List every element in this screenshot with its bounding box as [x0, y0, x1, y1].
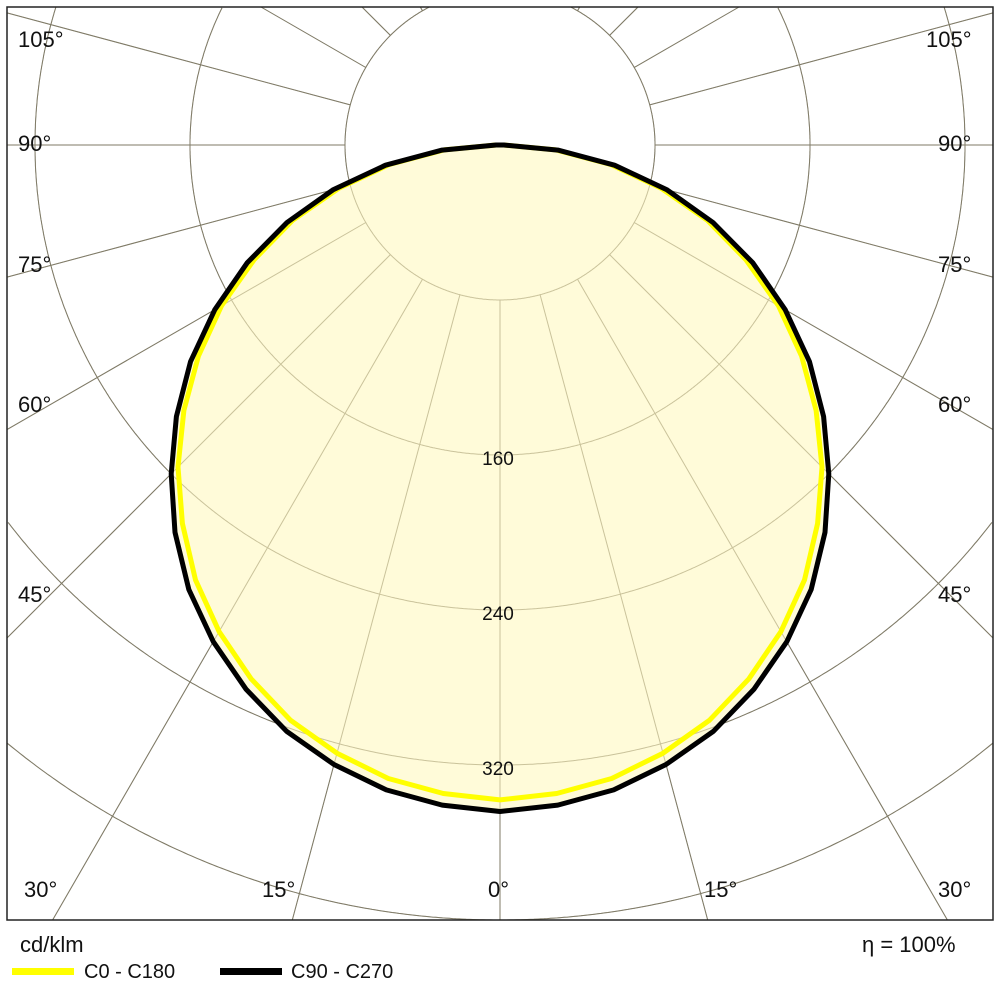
angle-label: 105°: [18, 27, 64, 52]
angle-label: 60°: [938, 392, 972, 417]
angle-label: 15°: [262, 877, 296, 902]
grid-radial-line: [633, 6, 740, 68]
angle-label: 15°: [704, 877, 738, 902]
curve-c0-c180: [175, 142, 825, 803]
angle-label: 90°: [18, 131, 52, 156]
grid-radial-line: [649, 184, 994, 278]
grid-radial-line: [260, 6, 367, 68]
curve-c90-c270: [168, 142, 832, 814]
grid-radial-line: [291, 294, 461, 921]
unit-label: cd/klm: [20, 932, 84, 957]
grid-radial-line: [52, 278, 423, 921]
angle-label: 75°: [938, 252, 972, 277]
plot-frame: [6, 6, 994, 921]
angle-label: 0°: [488, 877, 510, 902]
angle-label: 60°: [18, 392, 52, 417]
grid-radial-line: [633, 222, 994, 431]
angle-label: 90°: [938, 131, 972, 156]
grid-circle: [6, 742, 994, 921]
grid-radial-line: [649, 12, 994, 106]
angle-label: 30°: [938, 877, 972, 902]
grid-radial-line: [609, 6, 639, 36]
grid-radial-line: [609, 6, 639, 36]
grid-radial-line: [6, 222, 367, 431]
grid-radial-line: [260, 6, 367, 68]
legend-swatch-c90: [220, 968, 282, 975]
grid-circle: [6, 742, 994, 921]
grid-radial-line: [609, 254, 994, 639]
angle-label: 45°: [938, 582, 972, 607]
grid-radial-line: [633, 6, 740, 68]
grid-radial-line: [649, 184, 994, 278]
grid-overlay: [6, 6, 994, 921]
grid-radial-line: [6, 12, 351, 106]
grid-circle: [189, 7, 811, 456]
grid-radial-line: [649, 12, 994, 106]
grid-radial-line: [539, 294, 709, 921]
angle-label: 30°: [24, 877, 58, 902]
angle-label: 105°: [926, 27, 972, 52]
grid-radial-line: [6, 184, 351, 278]
grid-radial-line: [361, 6, 391, 36]
grid-radial-line: [6, 254, 391, 639]
legend-swatch-c0: [12, 968, 74, 975]
grid-circle: [34, 6, 966, 611]
grid-circle: [7, 522, 993, 766]
legend-label-c90: C90 - C270: [291, 961, 394, 983]
radial-tick-label: 320: [482, 759, 514, 780]
grid-radial-line: [6, 12, 351, 106]
radial-tick-label: 160: [482, 449, 514, 470]
grid-radial-line: [6, 184, 351, 278]
intensity-fill: [171, 145, 829, 812]
grid-radial-line: [361, 6, 391, 36]
radial-tick-label: 240: [482, 604, 514, 625]
efficiency-label: η = 100%: [862, 932, 956, 957]
angle-label: 45°: [18, 582, 52, 607]
angle-label: 75°: [18, 252, 52, 277]
grid-radial-line: [577, 278, 948, 921]
legend-label-c0: C0 - C180: [84, 961, 176, 983]
